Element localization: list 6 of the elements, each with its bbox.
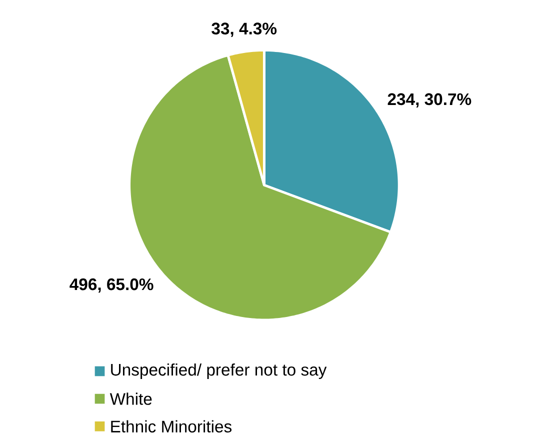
data-label: 234, 30.7% [388, 93, 472, 108]
legend-label: Ethnic Minorities [111, 420, 232, 432]
legend-label: White [110, 392, 152, 405]
data-label: 33, 4.3% [212, 22, 277, 37]
legend-label: Unspecified/ prefer not to say [111, 363, 327, 379]
data-label: 496, 65.0% [70, 278, 154, 293]
